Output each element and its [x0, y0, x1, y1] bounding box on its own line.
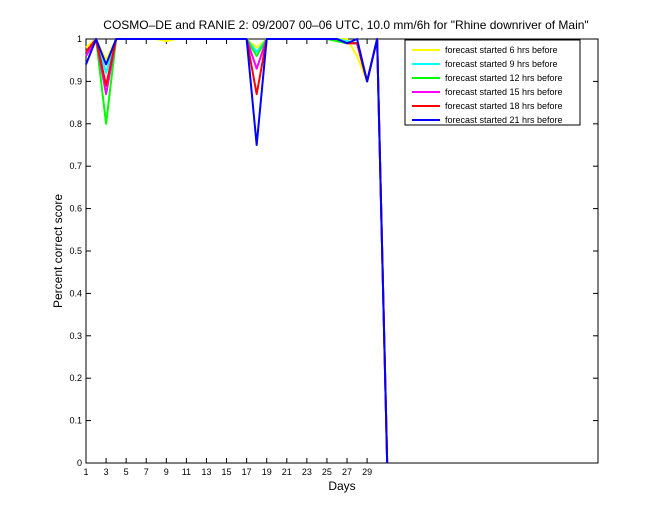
- y-tick-label: 0.9: [69, 76, 82, 86]
- legend: forecast started 6 hrs before forecast st…: [404, 39, 581, 126]
- legend-entry: forecast started 9 hrs before: [445, 59, 558, 69]
- y-tick-label: 0.1: [69, 416, 82, 426]
- legend-entry: forecast started 12 hrs before: [445, 73, 563, 83]
- y-tick-label: 0.4: [69, 288, 82, 298]
- legend-entry: forecast started 6 hrs before: [445, 45, 558, 55]
- x-tick-label: 19: [262, 467, 272, 477]
- legend-entry: forecast started 18 hrs before: [445, 101, 563, 111]
- y-tick-label: 0.6: [69, 204, 82, 214]
- y-tick-label: 0.3: [69, 331, 82, 341]
- chart-title: COSMO–DE and RANIE 2: 09/2007 00–06 UTC,…: [103, 18, 588, 32]
- x-tick-label: 13: [201, 467, 211, 477]
- x-tick-label: 9: [164, 467, 169, 477]
- legend-entry: forecast started 21 hrs before: [445, 115, 563, 125]
- y-tick-label: 0.2: [69, 373, 82, 383]
- x-tick-label: 21: [282, 467, 292, 477]
- x-tick-labels: 1 3 5 7 9 11 13 15 17 19 21 23 25 27 29: [83, 467, 372, 477]
- series-line-6: [85, 38, 389, 464]
- x-tick-label: 3: [104, 467, 109, 477]
- y-tick-label: 0.8: [69, 119, 82, 129]
- x-tick-label: 5: [124, 467, 129, 477]
- y-tick-label: 0: [77, 458, 82, 468]
- y-axis-label: Percent correct score: [51, 194, 65, 308]
- x-tick-label: 11: [182, 467, 191, 477]
- x-tick-label: 29: [362, 467, 372, 477]
- x-tick-label: 27: [342, 467, 352, 477]
- y-tick-label: 0.7: [69, 161, 82, 171]
- legend-box: [404, 39, 581, 126]
- x-tick-label: 25: [322, 467, 332, 477]
- x-tick-label: 23: [302, 467, 312, 477]
- series-lines: [85, 38, 389, 464]
- x-tick-label: 7: [144, 467, 149, 477]
- legend-entry: forecast started 15 hrs before: [445, 87, 563, 97]
- y-tick-label: 1: [77, 34, 82, 44]
- x-axis-label: Days: [328, 479, 355, 493]
- x-tick-label: 1: [83, 467, 88, 477]
- x-tick-label: 17: [242, 467, 252, 477]
- y-tick-label: 0.5: [69, 246, 82, 256]
- y-tick-labels: 0 0.1 0.2 0.3 0.4 0.5 0.6 0.7 0.8 0.9 1: [69, 34, 82, 468]
- x-tick-label: 15: [222, 467, 232, 477]
